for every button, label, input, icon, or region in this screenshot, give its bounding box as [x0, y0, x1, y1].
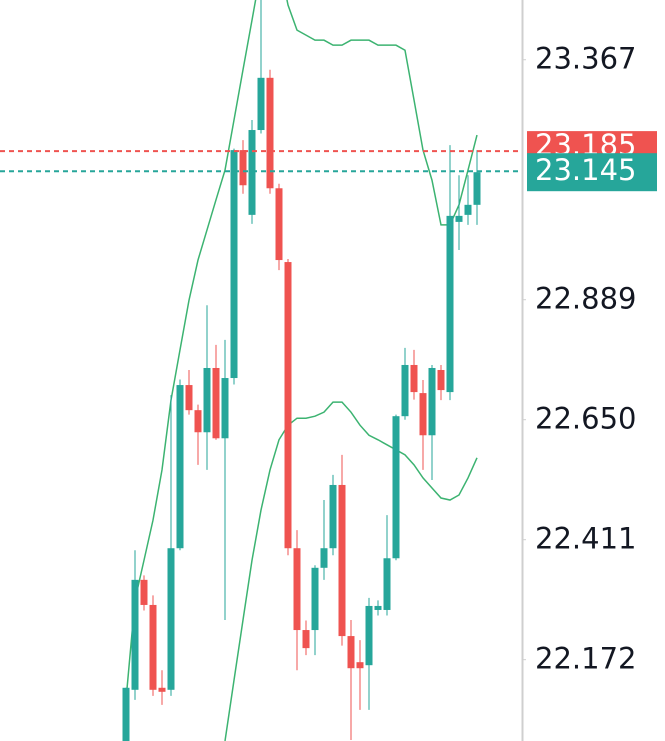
plot-area [0, 0, 522, 741]
price-axis: 22.17222.41122.65022.88923.36723.18523.1… [522, 42, 657, 676]
candle-body [176, 385, 184, 549]
candle-body [212, 367, 220, 439]
candle-body [275, 188, 283, 261]
y-tick-label: 23.367 [535, 42, 636, 76]
candle-body [410, 364, 418, 393]
candle-body [446, 215, 454, 393]
candle-body [194, 410, 202, 433]
candle-body [392, 416, 400, 559]
candle-body [149, 604, 157, 690]
y-tick-label: 22.411 [535, 522, 636, 556]
candle-body [302, 630, 310, 649]
band-lower [224, 401, 478, 741]
candle-body [293, 548, 301, 631]
candle-body [185, 385, 193, 411]
candle-body [131, 579, 139, 690]
y-tick-label: 22.889 [535, 282, 636, 316]
candle-body [239, 150, 247, 186]
candle-body [167, 548, 175, 690]
candle-body [401, 364, 409, 417]
candle-body [347, 636, 355, 669]
candle-body [257, 77, 265, 131]
candle-body [230, 150, 238, 379]
candle-body [329, 484, 337, 549]
candle-body [437, 369, 445, 391]
candle-body [338, 484, 346, 637]
price-label: 23.145 [535, 153, 636, 187]
candle-body [464, 204, 472, 215]
band-upper [125, 0, 478, 700]
candle-body [158, 687, 166, 692]
candle-body [365, 605, 373, 666]
candle-body [221, 378, 229, 439]
candle-body [383, 558, 391, 610]
candle-body [122, 687, 130, 741]
candle-body [248, 130, 256, 215]
candle-body [374, 605, 382, 610]
price-label-box [527, 153, 657, 192]
candle-body [311, 567, 319, 631]
y-tick-label: 22.650 [535, 402, 636, 436]
candle-body [266, 77, 274, 189]
candle-body [455, 215, 463, 222]
candle-body [140, 579, 148, 605]
candle-body [419, 393, 427, 436]
candle-body [356, 662, 364, 669]
y-tick-label: 22.172 [535, 642, 636, 676]
candle-body [284, 262, 292, 549]
candle-body [473, 172, 481, 205]
candle-body [203, 367, 211, 433]
candle-body [320, 548, 328, 568]
candle-body [428, 367, 436, 436]
